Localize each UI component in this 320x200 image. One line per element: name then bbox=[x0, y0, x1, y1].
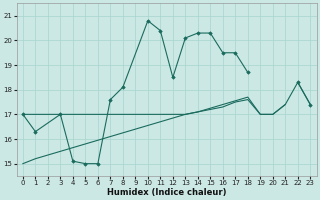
X-axis label: Humidex (Indice chaleur): Humidex (Indice chaleur) bbox=[107, 188, 226, 197]
